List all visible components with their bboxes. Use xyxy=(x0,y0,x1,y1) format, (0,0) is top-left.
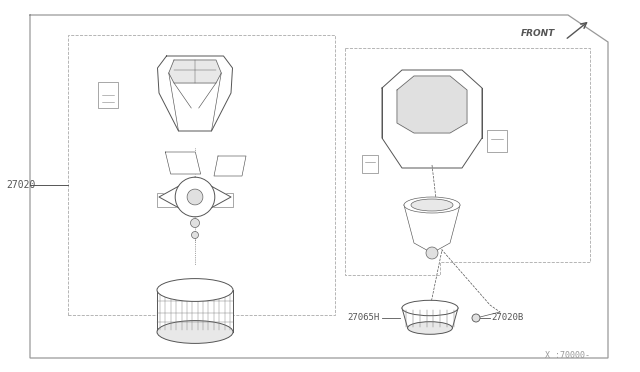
Text: 27020B: 27020B xyxy=(491,314,524,323)
Ellipse shape xyxy=(404,197,460,213)
Ellipse shape xyxy=(408,322,452,334)
Circle shape xyxy=(191,231,198,238)
Ellipse shape xyxy=(402,300,458,316)
Polygon shape xyxy=(157,56,232,131)
Circle shape xyxy=(175,177,215,217)
Ellipse shape xyxy=(411,199,453,211)
Text: X :70000-: X :70000- xyxy=(545,350,590,359)
Polygon shape xyxy=(382,70,482,168)
Polygon shape xyxy=(214,156,246,176)
Polygon shape xyxy=(157,290,233,332)
Ellipse shape xyxy=(157,321,233,343)
Text: 27065H: 27065H xyxy=(348,314,380,323)
Ellipse shape xyxy=(157,279,233,301)
Circle shape xyxy=(472,314,480,322)
Polygon shape xyxy=(404,205,460,253)
Polygon shape xyxy=(169,60,221,83)
Polygon shape xyxy=(165,152,201,174)
Polygon shape xyxy=(397,76,467,133)
Polygon shape xyxy=(159,177,231,217)
Bar xyxy=(362,155,378,173)
Bar xyxy=(68,35,335,315)
Polygon shape xyxy=(402,308,458,328)
Text: FRONT: FRONT xyxy=(521,29,555,38)
Bar xyxy=(157,193,233,207)
Circle shape xyxy=(187,189,203,205)
Text: 27020: 27020 xyxy=(6,180,35,190)
Circle shape xyxy=(191,218,200,228)
Circle shape xyxy=(426,247,438,259)
Bar xyxy=(487,130,507,152)
Bar xyxy=(98,82,118,108)
